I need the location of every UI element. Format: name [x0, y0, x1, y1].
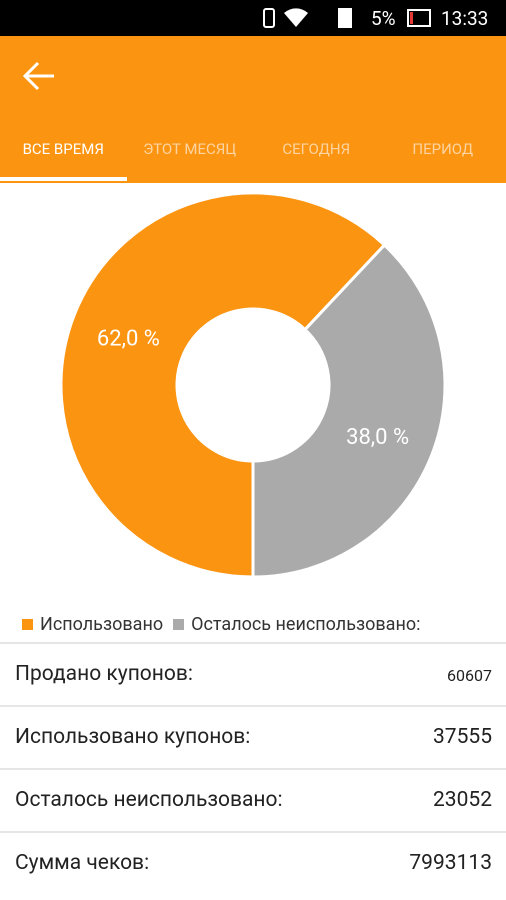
stat-row: Сумма чеков: 7993113 [0, 831, 506, 895]
tab[interactable]: СЕГОДНЯ [282, 140, 351, 158]
donut-slice [251, 242, 447, 579]
tab[interactable]: ВСЕ ВРЕМЯ [22, 140, 104, 158]
stat-value: 23052 [432, 788, 492, 812]
legend-swatch [173, 619, 185, 630]
stat-label: Сумма чеков: [15, 851, 150, 875]
stat-row: Осталось неиспользовано: 23052 [0, 768, 506, 832]
tab[interactable]: ПЕРИОД [412, 140, 474, 158]
legend: Использовано Осталось неиспользовано: [22, 614, 430, 635]
tab[interactable]: ЭТОТ МЕСЯЦ [143, 140, 237, 158]
stat-value: 37555 [432, 725, 492, 749]
legend-item: Использовано [22, 614, 163, 635]
legend-item: Осталось неиспользовано: [173, 614, 420, 635]
stat-label: Продано купонов: [15, 662, 193, 686]
slice-label: 38,0 % [346, 425, 409, 450]
stat-label: Использовано купонов: [15, 725, 251, 749]
slice-label: 62,0 % [97, 326, 160, 351]
app-bar [0, 36, 506, 183]
legend-label: Использовано [40, 614, 164, 635]
legend-label: Осталось неиспользовано: [191, 614, 421, 635]
stat-row: Использовано купонов: 37555 [0, 705, 506, 769]
back-button[interactable] [20, 56, 60, 96]
stat-row: Продано купонов: 60607 [0, 642, 506, 706]
stat-label: Осталось неиспользовано: [15, 788, 283, 812]
battery-icon [407, 9, 431, 27]
tab-bar: ВСЕ ВРЕМЯ ЭТОТ МЕСЯЦ СЕГОДНЯ ПЕРИОД [0, 136, 506, 183]
status-bar: 5% 13:33 [0, 0, 506, 36]
stat-value: 60607 [447, 666, 492, 685]
clock: 13:33 [441, 7, 489, 30]
legend-swatch [22, 619, 33, 630]
status-icons [263, 8, 352, 28]
tab-indicator [0, 177, 127, 181]
donut-slice [59, 191, 387, 579]
battery-percent: 5% [371, 7, 396, 30]
stat-value: 7993113 [409, 851, 492, 875]
donut-chart: 62,0 % 38,0 % [59, 191, 447, 579]
